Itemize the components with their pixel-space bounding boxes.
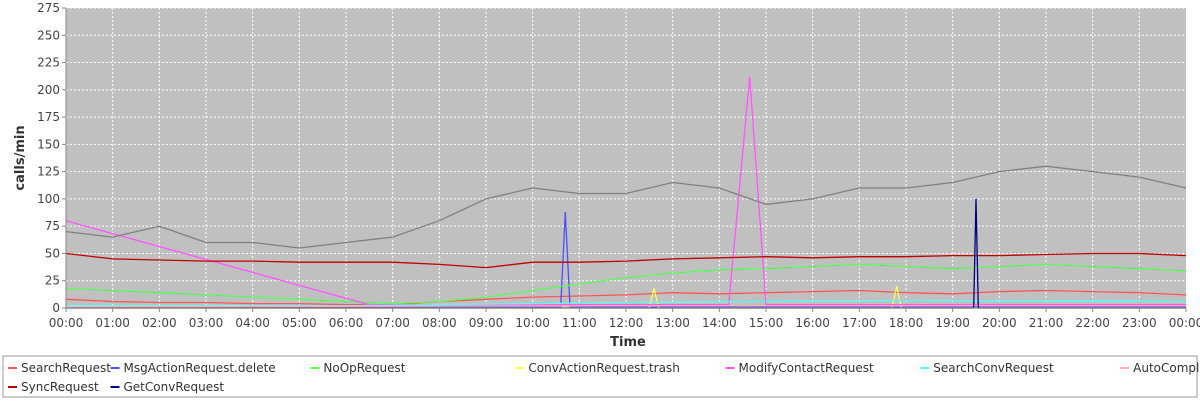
y-tick-label: 100 [37, 192, 60, 206]
x-tick-label: 00:00 [1169, 316, 1200, 330]
series-line-searchrequest [65, 289, 1187, 306]
y-tick-label: 0 [52, 301, 60, 315]
x-tick-label: 06:00 [329, 316, 364, 330]
y-tick-label: 75 [45, 219, 60, 233]
y-tick-label: 175 [37, 110, 60, 124]
series-line-syncrequest [65, 252, 1187, 269]
x-tick-label: 20:00 [982, 316, 1017, 330]
legend-label-convactionrequest-trash: ConvActionRequest.trash [528, 361, 679, 375]
legend-label-msgactionrequest-delete: MsgActionRequest.delete [124, 361, 276, 375]
x-tick-label: 14:00 [702, 316, 737, 330]
x-tick-label: 16:00 [795, 316, 830, 330]
legend-label-searchconvrequest: SearchConvRequest [933, 361, 1054, 375]
x-tick-label: 12:00 [609, 316, 644, 330]
y-tick-label: 250 [37, 28, 60, 42]
y-tick-label: 275 [37, 1, 60, 15]
series-line-getfolderrequest [65, 165, 1187, 249]
x-tick-label: 22:00 [1075, 316, 1110, 330]
y-tick-labels: 0 25 50 75 100 125 150 175 200 225 250 275 [37, 1, 66, 315]
legend-label-modifycontactrequest: ModifyContactRequest [739, 361, 874, 375]
legend-label-getconvrequest: GetConvRequest [124, 380, 225, 394]
legend-label-syncrequest: SyncRequest [21, 380, 99, 394]
x-tick-label: 00:00 [49, 316, 84, 330]
x-tick-label: 05:00 [282, 316, 317, 330]
x-tick-label: 18:00 [889, 316, 924, 330]
x-tick-label: 19:00 [935, 316, 970, 330]
legend: SearchRequest MsgActionRequest.delete NoOp… [8, 361, 1200, 394]
x-tick-label: 04:00 [235, 316, 270, 330]
series-line-searchconvrequest [66, 299, 1187, 307]
grid [66, 7, 1186, 308]
x-tick-label: 15:00 [749, 316, 784, 330]
y-tick-label: 150 [37, 137, 60, 151]
series-line-nooprequest [65, 263, 1187, 305]
series-line-autocompleterequest [65, 305, 1186, 308]
x-tick-labels: 00:00 01:00 02:00 03:00 04:00 05:00 06:00 07:00… [49, 308, 1200, 330]
x-tick-label: 23:00 [1122, 316, 1157, 330]
y-tick-label: 25 [45, 274, 60, 288]
y-axis-title: calls/min [13, 125, 28, 190]
x-tick-label: 21:00 [1029, 316, 1064, 330]
x-tick-label: 01:00 [95, 316, 130, 330]
x-tick-label: 03:00 [189, 316, 224, 330]
y-tick-label: 50 [45, 246, 60, 260]
x-tick-label: 11:00 [562, 316, 597, 330]
legend-label-nooprequest: NoOpRequest [323, 361, 405, 375]
x-tick-label: 07:00 [375, 316, 410, 330]
y-tick-label: 225 [37, 56, 60, 70]
x-tick-label: 17:00 [842, 316, 877, 330]
legend-label-autocompleterequest: AutoCompleteRequest [1133, 361, 1200, 375]
x-tick-label: 10:00 [515, 316, 550, 330]
x-tick-label: 09:00 [469, 316, 504, 330]
series-line-modifycontactrequest [65, 76, 1186, 306]
x-tick-label: 13:00 [655, 316, 690, 330]
series-lines [65, 76, 1187, 309]
x-tick-label: 02:00 [142, 316, 177, 330]
x-tick-label: 08:00 [422, 316, 457, 330]
y-tick-label: 200 [37, 83, 60, 97]
legend-box [2, 355, 1198, 398]
x-axis-title: Time [610, 335, 646, 350]
legend-label-searchrequest: SearchRequest [21, 361, 111, 375]
y-tick-label: 125 [37, 165, 60, 179]
